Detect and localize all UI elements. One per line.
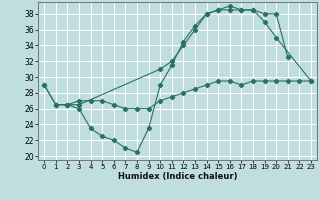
X-axis label: Humidex (Indice chaleur): Humidex (Indice chaleur) <box>118 172 237 181</box>
